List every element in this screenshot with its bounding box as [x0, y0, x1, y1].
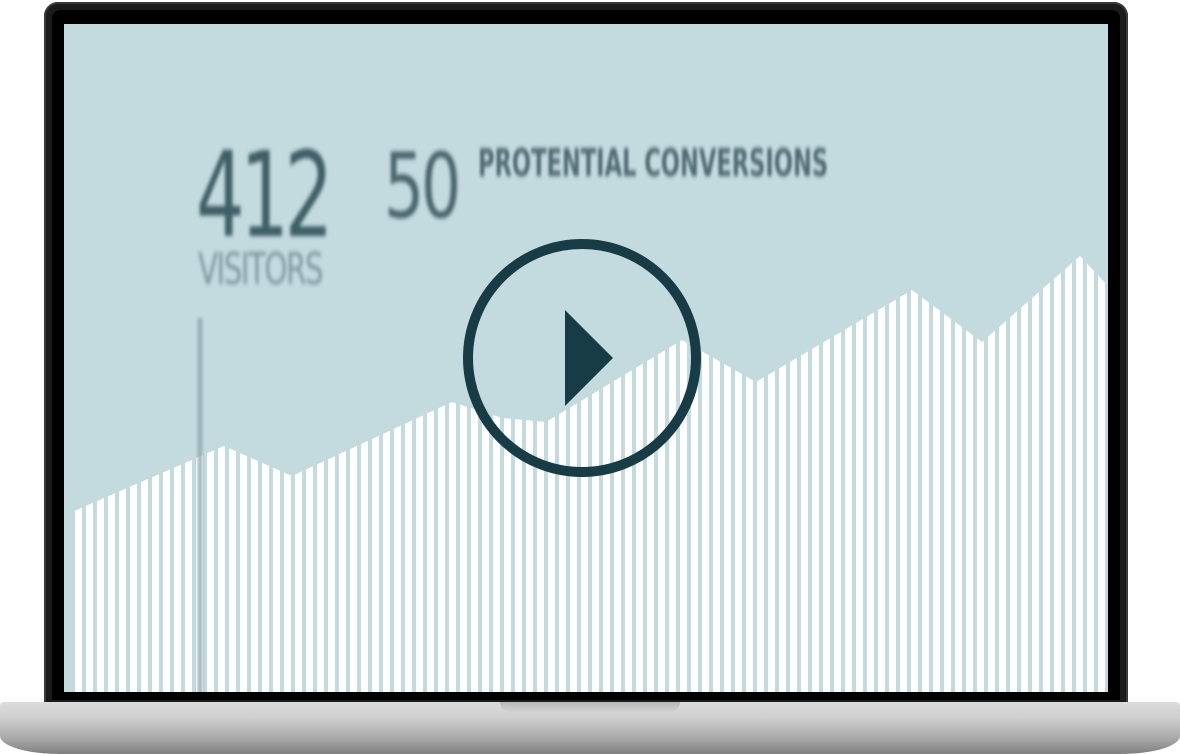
- laptop-notch: [500, 702, 680, 712]
- visitors-label: VISITORS: [198, 244, 323, 295]
- visitors-count: 412: [196, 126, 333, 264]
- play-button[interactable]: [462, 238, 702, 478]
- play-icon: [463, 239, 701, 477]
- chart-axis-line: [198, 318, 202, 692]
- video-screen[interactable]: 412 VISITORS 50 PROTENTIAL CONVERSIONS: [64, 24, 1108, 692]
- conversions-count: 50: [384, 134, 461, 239]
- conversions-label: PROTENTIAL CONVERSIONS: [478, 141, 829, 185]
